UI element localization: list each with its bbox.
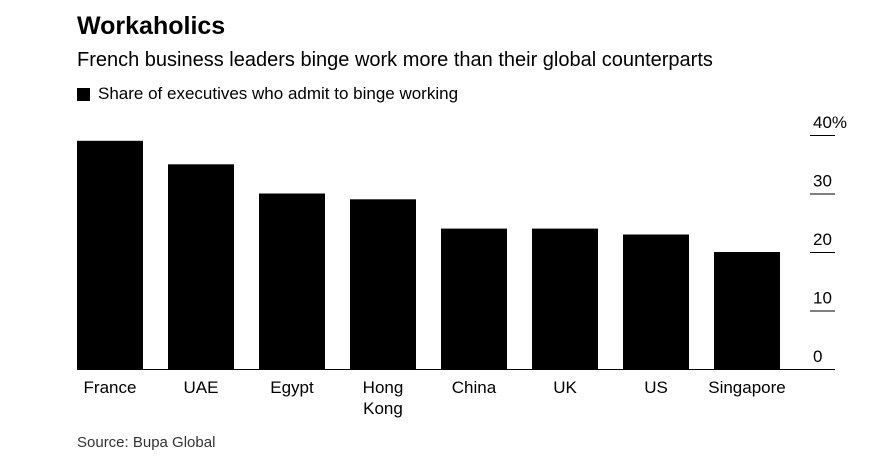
- y-tick-label: 0: [813, 347, 822, 366]
- source-note: Source: Bupa Global: [77, 434, 216, 451]
- bar-france: [77, 140, 143, 369]
- x-tick-label: France: [84, 378, 137, 397]
- legend-swatch: [77, 87, 90, 101]
- x-tick-label: China: [452, 378, 497, 397]
- legend-label: Share of executives who admit to binge w…: [98, 84, 459, 103]
- bar-egypt: [259, 193, 325, 369]
- chart-title: Workaholics: [77, 12, 226, 40]
- x-tick-label: UAE: [184, 378, 219, 397]
- x-tick-label: US: [644, 378, 668, 397]
- y-tick-label: 30: [813, 172, 832, 191]
- x-tick-label: Singapore: [708, 378, 786, 397]
- x-tick-label: Egypt: [270, 378, 314, 397]
- y-tick-label: 10: [813, 289, 832, 308]
- bar-china: [441, 228, 507, 369]
- chart-subtitle: French business leaders binge work more …: [77, 49, 713, 71]
- bar-hong-kong: [350, 199, 416, 369]
- y-tick-label: 40%: [813, 113, 847, 132]
- x-tick-label: Hong Kong: [363, 378, 404, 418]
- legend: Share of executives who admit to binge w…: [77, 84, 458, 104]
- x-tick-label: UK: [553, 378, 577, 397]
- y-tick-label: 20: [813, 230, 832, 249]
- bar-uae: [168, 164, 234, 370]
- bar-singapore: [714, 252, 780, 369]
- bar-us: [623, 234, 689, 369]
- bar-uk: [532, 228, 598, 369]
